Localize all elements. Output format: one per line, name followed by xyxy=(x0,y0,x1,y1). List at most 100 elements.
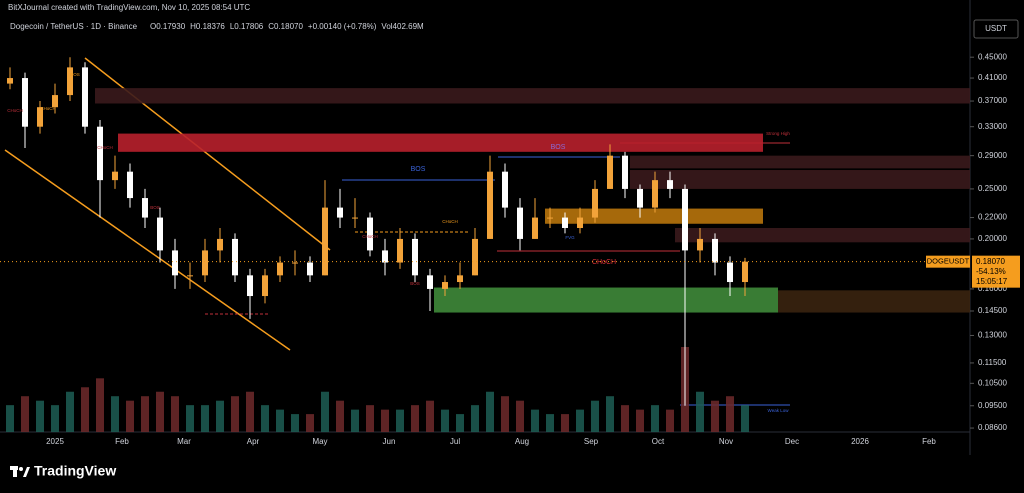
credit: BitXJournal created with TradingView.com… xyxy=(8,3,250,12)
candle-body xyxy=(637,188,643,208)
volume-bar xyxy=(321,391,329,432)
zone xyxy=(95,88,970,104)
y-tick-label: 0.41000 xyxy=(978,73,1007,82)
zone xyxy=(778,290,970,313)
ohlc-value: Vol402.69M xyxy=(381,22,424,31)
annotation: Weak Low xyxy=(768,408,790,413)
candle-body xyxy=(427,275,433,289)
candle-body xyxy=(577,217,583,228)
volume-bar xyxy=(336,400,344,432)
candle-body xyxy=(322,207,328,276)
channel-line xyxy=(4,149,291,351)
x-tick-label: 2025 xyxy=(46,437,64,446)
volume-bar xyxy=(51,405,59,432)
symbol: Dogecoin / TetherUS · 1D · Binance xyxy=(10,22,138,31)
ohlc-value: H0.18376 xyxy=(190,22,225,31)
volume-bar xyxy=(126,400,134,432)
currency-button[interactable] xyxy=(973,19,1019,39)
last-price-label: 0.18070 xyxy=(976,257,1005,266)
candle-body xyxy=(592,188,598,218)
volume-bar xyxy=(81,387,89,432)
candle-body xyxy=(697,238,703,251)
x-tick-label: Feb xyxy=(115,437,129,446)
volume-bar xyxy=(141,396,149,432)
annotation: CHoCH xyxy=(7,108,23,113)
candle-body xyxy=(142,198,148,218)
x-tick-label: Oct xyxy=(652,437,665,446)
volume-bar xyxy=(651,405,659,432)
volume-bar xyxy=(531,409,539,432)
volume-bar xyxy=(471,405,479,432)
volume-bar xyxy=(696,391,704,432)
volume-bar xyxy=(6,405,14,432)
candle-body xyxy=(607,155,613,189)
currency[interactable]: USDT xyxy=(985,24,1007,33)
volume-bar xyxy=(276,409,284,432)
candle-body xyxy=(622,155,628,189)
y-tick-label: 0.11500 xyxy=(978,358,1007,367)
logo-part xyxy=(19,467,23,471)
volume-bar xyxy=(726,396,734,432)
candle-body xyxy=(187,275,193,277)
candle-body xyxy=(472,238,478,276)
candle-body xyxy=(112,171,118,181)
x-tick-label: 2026 xyxy=(851,437,869,446)
y-tick-label: 0.37000 xyxy=(978,96,1007,105)
volume-bar xyxy=(291,414,299,432)
zone xyxy=(118,133,763,152)
ohlc-value: +0.00140 (+0.78%) xyxy=(308,22,377,31)
x-tick-label: Sep xyxy=(584,437,599,446)
x-tick-label: Feb xyxy=(922,437,936,446)
symbol-label: DOGEUSDT xyxy=(927,257,970,266)
annotation: Strong High xyxy=(766,131,790,136)
candle-body xyxy=(367,217,373,251)
volume-bar xyxy=(246,391,254,432)
volume-bar xyxy=(546,414,554,432)
x-tick-label: Jun xyxy=(383,437,396,446)
candle-body xyxy=(682,188,688,251)
ohlc-value: L0.17806 xyxy=(230,22,264,31)
candle-body xyxy=(7,78,13,84)
volume-bar xyxy=(216,400,224,432)
candle-body xyxy=(457,275,463,283)
y-tick-label: 0.13000 xyxy=(978,331,1007,340)
zone xyxy=(434,287,778,313)
y-tick-label: 0.45000 xyxy=(978,52,1007,61)
y-tick-label: 0.25000 xyxy=(978,184,1007,193)
volume-bar xyxy=(576,409,584,432)
candle-body xyxy=(52,95,58,108)
annotation: CHoCH xyxy=(362,234,378,239)
candle-body xyxy=(412,238,418,276)
candle-body xyxy=(382,250,388,263)
candle-body xyxy=(277,262,283,276)
zone xyxy=(675,227,970,243)
volume-bar xyxy=(441,409,449,432)
candle-body xyxy=(172,250,178,276)
volume-bar xyxy=(351,409,359,432)
candle-body xyxy=(67,67,73,96)
candle-body xyxy=(97,126,103,181)
logo-part xyxy=(13,466,17,477)
annotation: BOS xyxy=(411,166,426,173)
candle-body xyxy=(247,275,253,297)
volume-bar xyxy=(96,378,104,432)
zone xyxy=(630,155,970,169)
x-tick-label: May xyxy=(312,437,327,446)
volume-bar xyxy=(666,409,674,432)
volume-bar xyxy=(636,409,644,432)
candle-body xyxy=(82,67,88,127)
x-tick-label: Aug xyxy=(515,437,529,446)
y-tick-label: 0.14500 xyxy=(978,306,1007,315)
y-tick-label: 0.29000 xyxy=(978,151,1007,160)
candle-body xyxy=(37,107,43,127)
price-change: -54.13% xyxy=(976,267,1006,276)
volume-bar xyxy=(561,414,569,432)
candle-body xyxy=(562,217,568,228)
logo xyxy=(10,466,30,477)
candle-body xyxy=(292,262,298,264)
volume-bar xyxy=(231,396,239,432)
volume-bar xyxy=(36,400,44,432)
x-tick-label: Jul xyxy=(450,437,460,446)
annotation: BOS xyxy=(410,281,420,286)
